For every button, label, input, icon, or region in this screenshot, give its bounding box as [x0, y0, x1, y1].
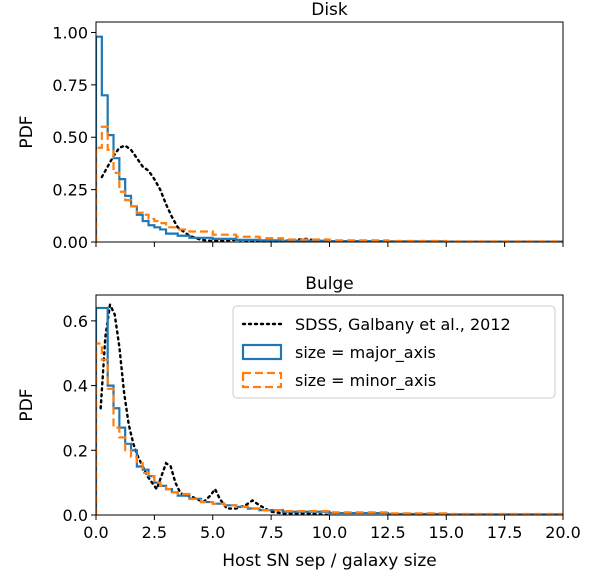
y-tick-label: 0.50 [52, 128, 88, 147]
x-tick-label: 0.0 [83, 523, 108, 542]
y-axis-label: PDF [17, 115, 37, 148]
axes-frame [95, 21, 564, 243]
series-line-3 [96, 125, 563, 242]
x-axis-label: Host SN sep / galaxy size [222, 551, 437, 571]
panel-title: Bulge [305, 274, 353, 294]
legend: SDSS, Galbany et al., 2012 size = major_a… [232, 305, 556, 399]
y-tick-label: 1.00 [52, 23, 88, 42]
legend-label: size = major_axis [295, 343, 436, 363]
bulge-panel: 0.0 2.5 5.0 7.5 10.0 12.5 15.0 17.5 20.0 0.0 0.2 0.… [17, 274, 581, 571]
legend-label: SDSS, Galbany et al., 2012 [295, 315, 511, 334]
x-tick-label: 7.5 [258, 523, 283, 542]
series-line-1 [99, 300, 331, 515]
x-tick-label: 12.5 [370, 523, 406, 542]
y-axis-label: PDF [17, 388, 37, 421]
x-tick-label: 5.0 [200, 523, 225, 542]
legend-label: size = minor_axis [295, 371, 436, 391]
legend-box [232, 305, 556, 399]
x-tick-label: 15.0 [428, 523, 464, 542]
x-tick-label: 20.0 [545, 523, 581, 542]
series-line-1 [100, 144, 331, 242]
x-tick-label: 10.0 [312, 523, 348, 542]
y-tick-label: 0.6 [63, 312, 88, 331]
x-tick-label: 17.5 [487, 523, 523, 542]
legend-swatch [241, 343, 283, 361]
disk-panel: 0.00 0.25 0.50 0.75 1.00 Disk PDF [17, 0, 564, 252]
plot-area [96, 300, 563, 515]
legend-swatch [241, 371, 283, 389]
panel-title: Disk [311, 0, 348, 20]
y-tick-label: 0.00 [52, 233, 88, 252]
y-tick-label: 0.4 [63, 377, 88, 396]
y-tick-label: 0.25 [52, 181, 88, 200]
y-tick-label: 0.75 [52, 76, 88, 95]
y-tick-label: 0.2 [63, 441, 88, 460]
series-line-2 [96, 35, 563, 242]
y-tick-label: 0.0 [63, 506, 88, 525]
x-tick-label: 2.5 [142, 523, 167, 542]
plot-area [96, 35, 563, 242]
